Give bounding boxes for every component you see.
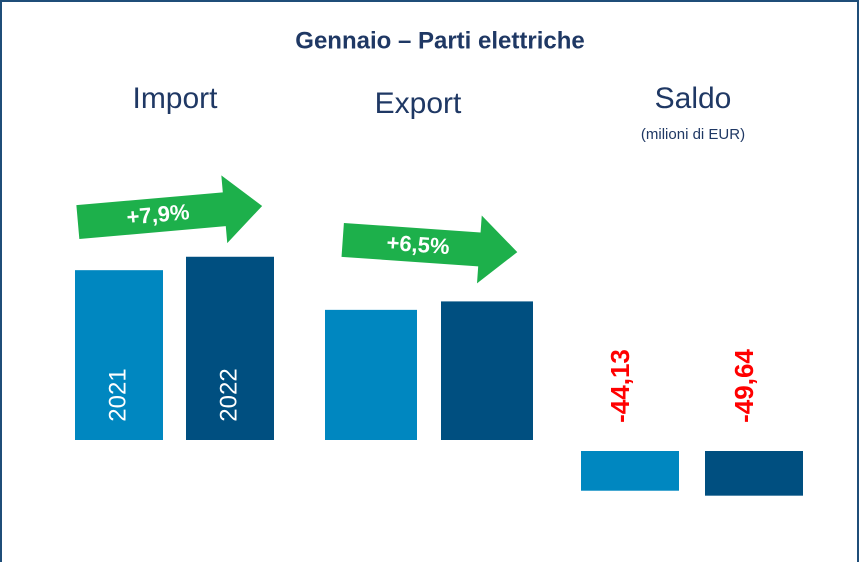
- bar: [75, 270, 163, 440]
- value-label: -49,64: [729, 349, 759, 423]
- growth-arrow: +6,5%: [341, 215, 518, 284]
- bar: [581, 451, 679, 491]
- arrow-shape: [341, 215, 518, 284]
- bar: [441, 301, 533, 440]
- bar: [325, 309, 417, 440]
- group-label: Import: [132, 82, 218, 115]
- series-label: 2022: [215, 368, 242, 421]
- group-label: Export: [375, 87, 462, 120]
- bar: [705, 451, 803, 496]
- subtitle: (milioni di EUR): [641, 126, 745, 143]
- growth-label: +7,9%: [126, 199, 191, 229]
- group-label: Saldo: [655, 82, 732, 115]
- growth-arrow: +7,9%: [76, 175, 263, 244]
- growth-label: +6,5%: [386, 230, 451, 259]
- chart-title: Gennaio – Parti elettriche: [295, 27, 584, 54]
- arrow-shape: [76, 175, 263, 244]
- value-label: -44,13: [605, 349, 635, 423]
- series-label: 2021: [104, 368, 131, 421]
- bar: [186, 256, 274, 440]
